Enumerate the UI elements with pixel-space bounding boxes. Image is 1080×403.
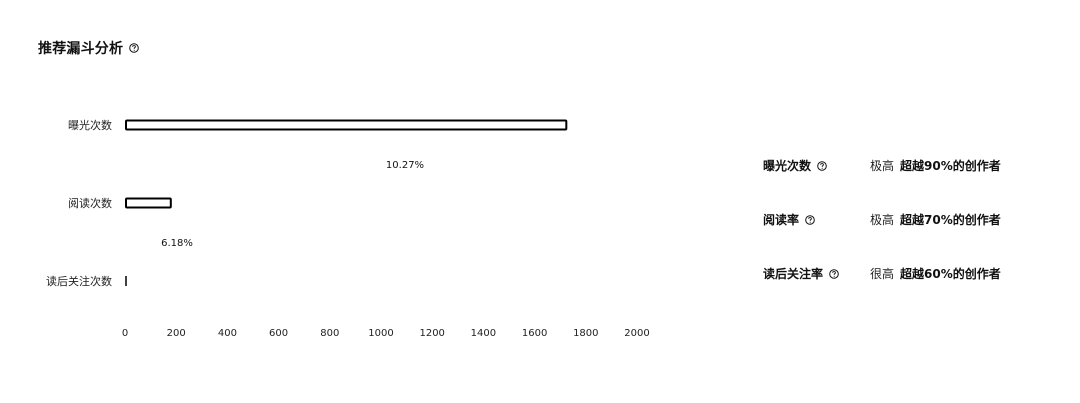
conversion-rate-label: 10.27% bbox=[386, 160, 424, 171]
category-label: 阅读次数 bbox=[68, 196, 112, 210]
x-tick-label: 800 bbox=[320, 328, 339, 339]
question-circle-icon[interactable] bbox=[129, 43, 140, 53]
x-tick-label: 600 bbox=[269, 328, 288, 339]
metric-desc: 超越90%的创作者 bbox=[900, 159, 1001, 173]
metric-level: 很高 bbox=[870, 267, 895, 281]
page-title: 推荐漏斗分析 bbox=[38, 41, 124, 57]
chart-header: 推荐漏斗分析 bbox=[38, 38, 140, 58]
metric-level: 极高 bbox=[870, 159, 895, 173]
x-tick-label: 1200 bbox=[419, 328, 444, 339]
metric-level: 极高 bbox=[870, 213, 895, 227]
question-circle-icon[interactable] bbox=[829, 269, 839, 279]
x-tick-label: 1600 bbox=[522, 328, 547, 339]
x-tick-label: 200 bbox=[167, 328, 186, 339]
metric-label-text: 阅读率 bbox=[763, 213, 800, 227]
metric-desc: 超越70%的创作者 bbox=[900, 213, 1001, 227]
metric-label: 阅读率 bbox=[763, 210, 815, 230]
metric-value: 极高 超越90%的创作者 bbox=[870, 156, 1001, 176]
metric-label-text: 曝光次数 bbox=[763, 159, 812, 173]
metric-value: 极高 超越70%的创作者 bbox=[870, 210, 1001, 230]
x-tick-label: 1800 bbox=[573, 328, 598, 339]
metric-value: 很高 超越60%的创作者 bbox=[870, 264, 1001, 284]
x-tick-label: 1400 bbox=[471, 328, 496, 339]
metric-row-exposure: 曝光次数 极高 超越90%的创作者 bbox=[760, 156, 1060, 176]
metrics-panel: 曝光次数 极高 超越90%的创作者 阅读率 bbox=[760, 156, 1060, 318]
metric-row-follow-rate: 读后关注率 很高 超越60%的创作者 bbox=[760, 264, 1060, 284]
x-tick-label: 2000 bbox=[624, 328, 649, 339]
x-tick-label: 1000 bbox=[368, 328, 393, 339]
metric-desc: 超越60%的创作者 bbox=[900, 267, 1001, 281]
question-circle-icon[interactable] bbox=[817, 161, 827, 171]
metric-label: 读后关注率 bbox=[763, 264, 839, 284]
question-circle-icon[interactable] bbox=[805, 215, 815, 225]
x-tick-label: 0 bbox=[122, 328, 128, 339]
category-label: 曝光次数 bbox=[68, 118, 112, 132]
x-tick-label: 400 bbox=[218, 328, 237, 339]
metric-row-read-rate: 阅读率 极高 超越70%的创作者 bbox=[760, 210, 1060, 230]
metric-label-text: 读后关注率 bbox=[763, 267, 824, 281]
category-label: 读后关注次数 bbox=[46, 274, 112, 288]
metric-label: 曝光次数 bbox=[763, 156, 827, 176]
bar bbox=[125, 119, 568, 131]
bar bbox=[125, 197, 172, 209]
conversion-rate-label: 6.18% bbox=[161, 238, 193, 249]
